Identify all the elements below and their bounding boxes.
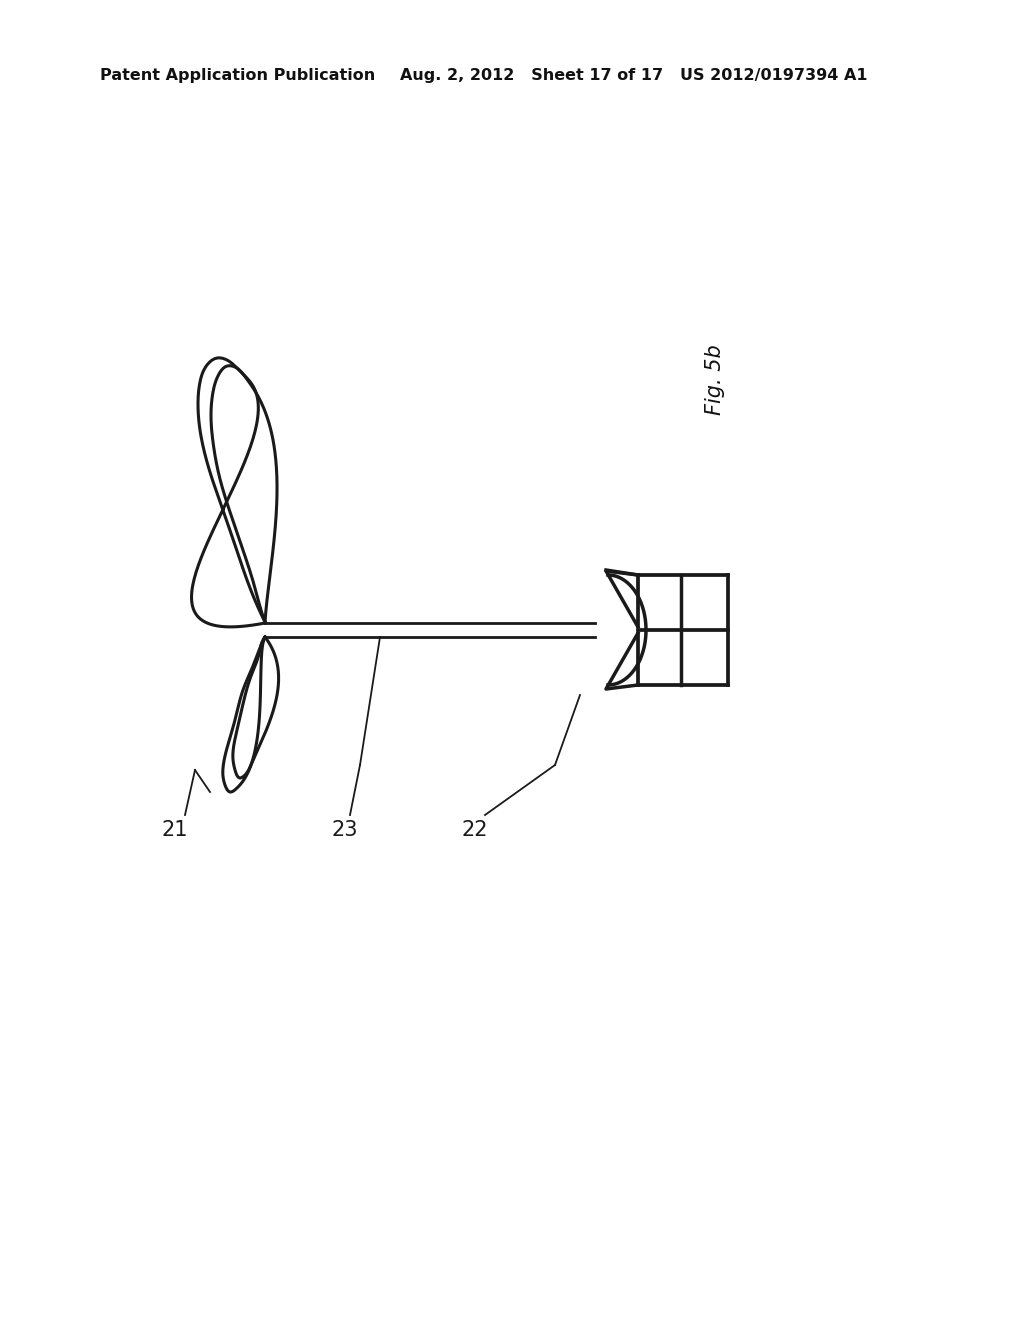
Text: US 2012/0197394 A1: US 2012/0197394 A1: [680, 69, 867, 83]
Text: Aug. 2, 2012   Sheet 17 of 17: Aug. 2, 2012 Sheet 17 of 17: [400, 69, 664, 83]
Text: 22: 22: [462, 820, 488, 840]
Text: 23: 23: [332, 820, 358, 840]
Text: 21: 21: [162, 820, 188, 840]
Text: Fig. 5b: Fig. 5b: [705, 345, 725, 416]
Text: Patent Application Publication: Patent Application Publication: [100, 69, 375, 83]
